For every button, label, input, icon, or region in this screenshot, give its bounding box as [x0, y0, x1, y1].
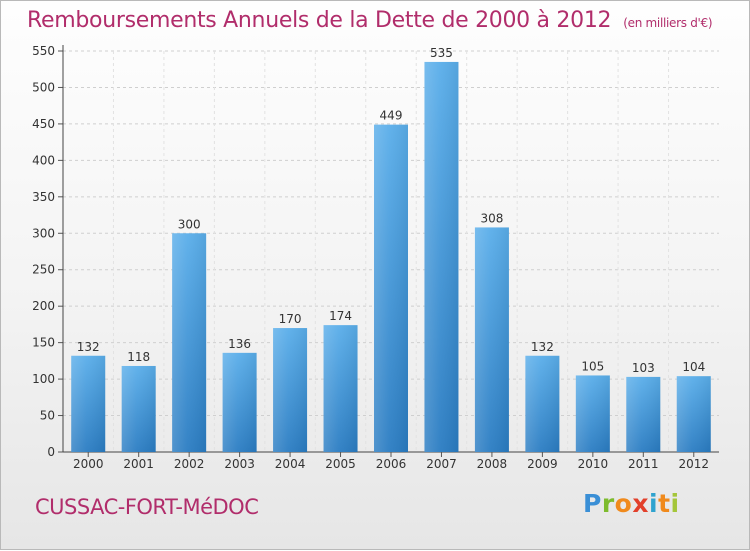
bar-value-label: 132 [77, 340, 100, 354]
x-tick-label: 2003 [224, 457, 255, 471]
x-tick-label: 2007 [426, 457, 457, 471]
bar-value-label: 300 [178, 217, 201, 231]
bar-shine [121, 365, 156, 452]
chart-title: Remboursements Annuels de la Dette de 20… [27, 8, 713, 33]
y-tick-label: 100 [32, 372, 55, 386]
commune-name: CUSSAC-FORT-MéDOC [35, 495, 259, 519]
x-tick-label: 2009 [527, 457, 558, 471]
bar-value-label: 136 [228, 337, 251, 351]
chart-unit-note: (en milliers d'€) [623, 16, 713, 30]
chart-title-text: Remboursements Annuels de la Dette de 20… [27, 8, 612, 33]
x-tick-label: 2012 [678, 457, 709, 471]
bar-shine [374, 124, 408, 452]
y-tick-label: 350 [32, 190, 55, 204]
y-tick-label: 450 [32, 117, 55, 131]
bar-shine [575, 375, 610, 452]
bar-shine [323, 325, 358, 452]
bar-shine [424, 61, 459, 452]
y-tick-label: 0 [47, 445, 55, 459]
x-tick-label: 2002 [174, 457, 205, 471]
bar-value-label: 105 [581, 359, 604, 373]
bar-shine [222, 352, 257, 452]
x-tick-label: 2008 [477, 457, 508, 471]
y-tick-label: 400 [32, 153, 55, 167]
y-tick-label: 250 [32, 263, 55, 277]
bars [71, 61, 711, 452]
y-tick-label: 300 [32, 226, 55, 240]
x-tick-label: 2001 [123, 457, 154, 471]
bar-shine [172, 233, 207, 452]
y-tick-label: 500 [32, 80, 55, 94]
x-tick-label: 2005 [325, 457, 356, 471]
bar-shine [676, 376, 711, 452]
y-tick-label: 50 [40, 409, 55, 423]
bar-value-label: 535 [430, 46, 453, 60]
bar-shine [71, 355, 106, 452]
x-tick-label: 2010 [578, 457, 609, 471]
bar-shine [474, 227, 509, 452]
bar-value-label: 118 [127, 350, 150, 364]
y-tick-label: 150 [32, 336, 55, 350]
y-tick-label: 200 [32, 299, 55, 313]
bar-value-label: 308 [480, 211, 503, 225]
proxiti-logo: Proxiti [583, 489, 680, 518]
bar-value-label: 103 [632, 361, 655, 375]
bar-value-label: 174 [329, 309, 352, 323]
x-tick-label: 2000 [73, 457, 104, 471]
x-tick-label: 2006 [376, 457, 407, 471]
bar-value-label: 132 [531, 340, 554, 354]
bar-shine [273, 328, 308, 452]
y-tick-label: 550 [32, 44, 55, 58]
x-tick-label: 2004 [275, 457, 306, 471]
bar-value-label: 170 [279, 312, 302, 326]
labels: 132 2000 118 2001 300 2002 136 2003 170 2004 174 20… [73, 46, 709, 471]
x-tick-label: 2011 [628, 457, 659, 471]
bar-value-label: 104 [682, 360, 705, 374]
bar-value-label: 449 [380, 109, 403, 123]
bar-shine [525, 355, 560, 452]
bar-shine [626, 376, 661, 452]
